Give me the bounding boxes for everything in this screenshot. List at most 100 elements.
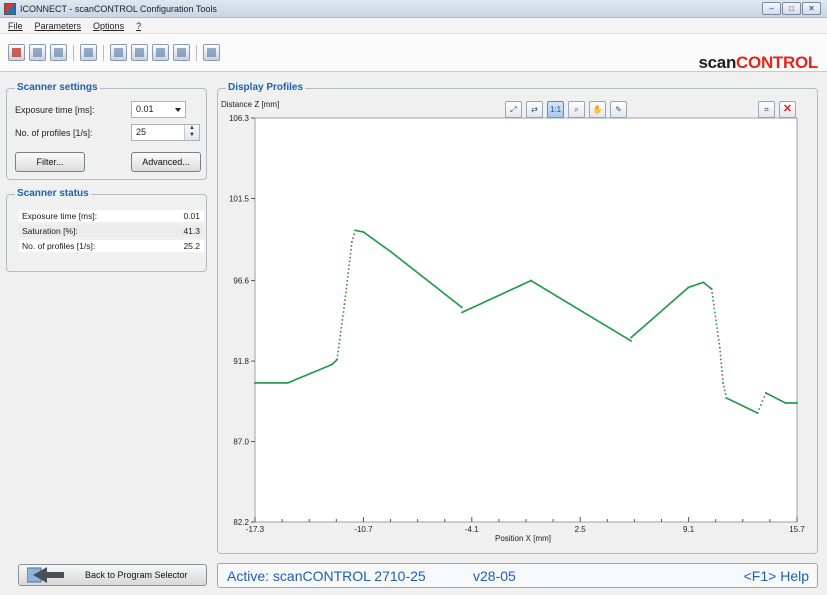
profile-point: [513, 287, 516, 289]
help-hint[interactable]: <F1> Help: [743, 568, 809, 584]
profile-point: [448, 296, 450, 298]
brand-prefix: scan: [698, 53, 737, 72]
profile-point: [754, 411, 757, 413]
profile-point: [704, 283, 706, 285]
profile-point: [310, 372, 312, 374]
profile-point: [432, 283, 434, 286]
profile-point: [399, 257, 401, 260]
profile-chart[interactable]: Distance Z [mm] Position X [mm] 106.3 101…: [218, 95, 817, 550]
minimize-button[interactable]: –: [762, 2, 781, 15]
menu-options[interactable]: Options: [93, 20, 125, 31]
profile-point: [456, 302, 458, 305]
profile-point: [263, 382, 266, 384]
filter-button[interactable]: Filter...: [15, 152, 85, 172]
brand-logo: scanCONTROL: [698, 53, 818, 73]
profile-point: [610, 328, 613, 330]
x-tick-label: -17.3: [246, 525, 265, 534]
profile-point: [582, 311, 585, 314]
profile-point: [512, 287, 515, 290]
profile-point: [717, 339, 720, 341]
menu-parameters[interactable]: Parameters: [34, 20, 82, 31]
profile-point: [486, 300, 488, 302]
back-to-program-selector-button[interactable]: Back to Program Selector: [18, 564, 207, 586]
save-icon[interactable]: [50, 44, 67, 61]
sdf-icon[interactable]: [203, 44, 220, 61]
status-row: No. of profiles [1/s]: 25.2: [19, 240, 204, 252]
profile-point: [453, 300, 456, 303]
profile-point: [337, 350, 339, 353]
profile-point: [602, 323, 604, 325]
profile-point: [769, 394, 771, 396]
profile-point: [435, 286, 438, 289]
profile-point: [324, 366, 327, 368]
profile-point: [737, 402, 739, 405]
load-settings-icon[interactable]: [29, 44, 46, 61]
profile-point: [308, 373, 310, 375]
menu-file[interactable]: File: [8, 20, 23, 31]
profile-point: [768, 393, 770, 396]
paste-settings-icon[interactable]: [173, 44, 190, 61]
profile-point: [595, 319, 597, 321]
export-icon[interactable]: [131, 44, 148, 61]
profile-point: [419, 274, 422, 276]
copy-settings-icon[interactable]: [152, 44, 169, 61]
profile-point: [790, 402, 793, 404]
profile-point: [524, 282, 527, 284]
maximize-button[interactable]: □: [782, 2, 801, 15]
profile-point: [344, 295, 347, 298]
profile-point: [681, 292, 684, 294]
profile-point: [291, 380, 294, 382]
profile-point: [386, 248, 389, 251]
profile-point: [498, 294, 500, 297]
profile-point: [331, 363, 333, 366]
profile-point: [720, 366, 723, 368]
profile-point: [297, 377, 299, 380]
profile-point: [644, 324, 647, 326]
profile-point: [614, 330, 617, 333]
profile-point: [646, 322, 649, 325]
profiles-stepper[interactable]: 25 ▲ ▼: [131, 124, 200, 141]
import-icon[interactable]: [110, 44, 127, 61]
profile-point: [333, 361, 336, 363]
profile-point: [749, 408, 751, 411]
stepper-buttons[interactable]: ▲ ▼: [184, 125, 199, 140]
profile-point: [256, 382, 259, 384]
profile-point: [483, 301, 485, 304]
profile-point: [274, 382, 277, 384]
autoscale-icon[interactable]: ⇄: [526, 101, 543, 118]
profile-point: [511, 288, 514, 290]
close-button[interactable]: ✕: [802, 2, 821, 15]
profile-point: [300, 376, 302, 379]
profile-point: [408, 265, 410, 267]
profile-point: [652, 317, 655, 319]
profile-point: [303, 375, 306, 377]
profile-point: [709, 286, 711, 289]
profile-point: [642, 325, 645, 328]
profile-point: [653, 316, 656, 318]
profile-point: [654, 315, 657, 318]
profile-point: [372, 238, 374, 240]
profile-point: [509, 289, 511, 291]
app-icon: [4, 2, 16, 15]
profile-point: [402, 260, 405, 263]
profile-point: [744, 406, 747, 409]
profile-point: [625, 337, 627, 339]
advanced-button[interactable]: Advanced...: [131, 152, 201, 172]
menu-help[interactable]: ?: [136, 20, 142, 31]
stepper-down-icon[interactable]: ▼: [189, 132, 195, 138]
profile-point: [325, 365, 328, 368]
open-profile-icon[interactable]: [8, 44, 25, 61]
stepper-up-icon[interactable]: ▲: [189, 125, 195, 131]
profile-point: [292, 379, 295, 382]
profile-point: [770, 394, 773, 397]
profile-point: [694, 284, 697, 286]
profile-point: [548, 291, 551, 293]
grid-view-icon[interactable]: [80, 44, 97, 61]
profile-point: [337, 346, 340, 349]
exposure-time-select[interactable]: 0.01: [131, 101, 186, 118]
profile-point: [553, 294, 556, 296]
profile-point: [379, 243, 382, 246]
clear-icon[interactable]: ✕: [779, 101, 796, 118]
profile-point: [375, 240, 377, 242]
profile-point: [445, 294, 447, 296]
